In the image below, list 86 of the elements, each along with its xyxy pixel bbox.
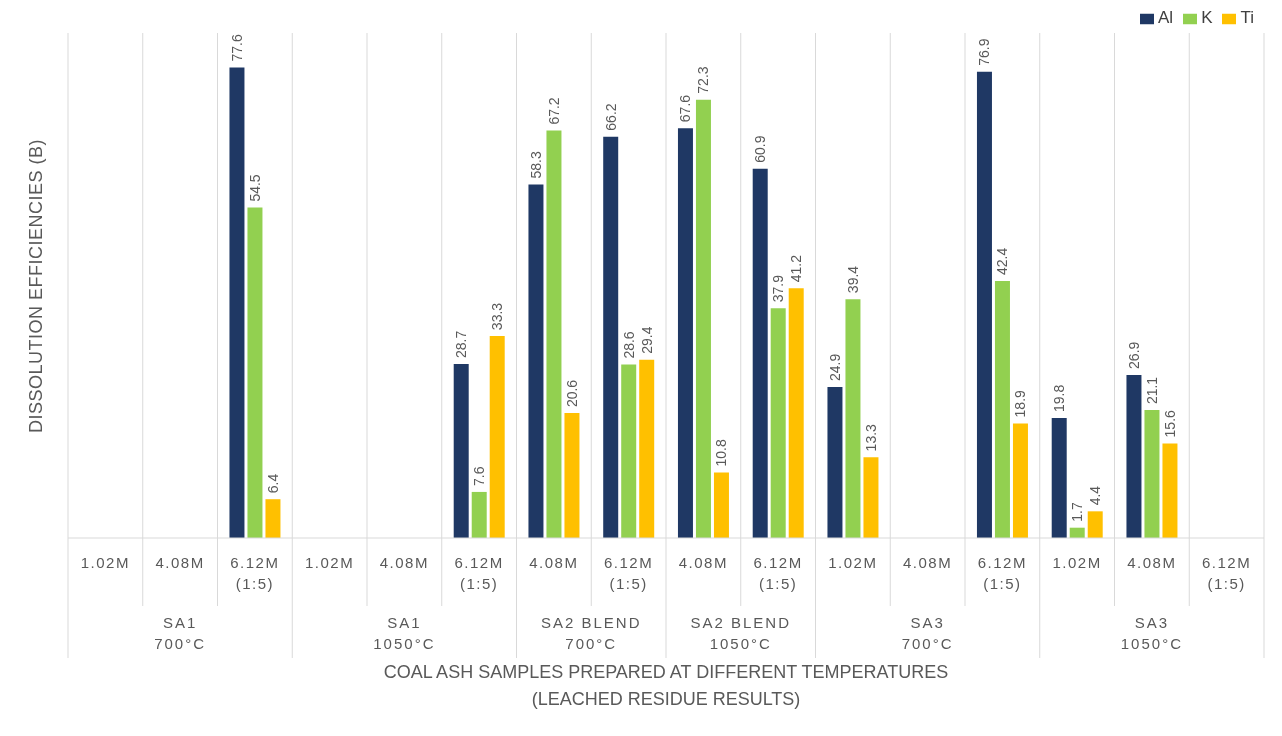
bar xyxy=(621,364,637,538)
bar xyxy=(471,491,487,538)
legend-label: K xyxy=(1201,8,1213,27)
x-tick-label: 4.08M xyxy=(678,554,728,571)
data-label: 1.7 xyxy=(1069,502,1086,522)
data-label: 67.2 xyxy=(545,97,562,125)
bar xyxy=(265,499,281,538)
bar xyxy=(827,387,843,538)
data-label: 7.6 xyxy=(471,466,488,486)
data-label: 39.4 xyxy=(844,265,861,294)
data-label: 28.6 xyxy=(620,331,637,359)
bar xyxy=(788,288,804,538)
bar xyxy=(976,71,992,538)
bar xyxy=(1126,374,1142,538)
data-label: 20.6 xyxy=(563,379,580,408)
bar xyxy=(1012,423,1028,538)
x-tick-label: 1.02M xyxy=(80,554,130,571)
x-tick-label: 4.08M xyxy=(1127,554,1177,571)
data-label: 4.4 xyxy=(1087,485,1104,506)
data-label: 19.8 xyxy=(1051,384,1068,412)
legend-label: Ti xyxy=(1240,8,1254,27)
x-tick-label: 6.12M (1:5) xyxy=(977,554,1027,592)
data-label: 60.9 xyxy=(752,135,769,163)
text: SA1 700°C xyxy=(154,614,207,652)
data-label: 6.4 xyxy=(264,473,281,494)
data-label: 58.3 xyxy=(527,151,544,179)
data-label: 72.3 xyxy=(695,66,712,94)
bar xyxy=(1144,410,1160,538)
bar xyxy=(489,336,505,538)
data-label: 42.4 xyxy=(994,247,1011,275)
bar xyxy=(229,67,245,538)
x-axis-title: COAL ASH SAMPLES PREPARED AT DIFFERENT TEMPERATURES (LEACHED RESIDUE RESULTS) xyxy=(383,662,949,709)
x-tick-label: 4.08M xyxy=(155,554,205,571)
legend-label: Al xyxy=(1158,8,1174,27)
data-label: 28.7 xyxy=(453,330,470,359)
data-label: 76.9 xyxy=(976,38,993,66)
bar xyxy=(677,128,693,538)
data-label: 24.9 xyxy=(826,353,843,382)
data-label: 21.1 xyxy=(1143,376,1160,405)
data-label: 13.3 xyxy=(862,423,879,452)
data-label: 37.9 xyxy=(770,274,787,303)
x-tick-label: 1.02M xyxy=(1052,554,1102,571)
y-axis-title: DISSOLUTION EFFICIENCIES (B) xyxy=(25,138,47,433)
x-tick-label: 4.08M xyxy=(529,554,579,571)
bar xyxy=(639,359,655,538)
data-label: 66.2 xyxy=(602,103,619,131)
bar xyxy=(770,308,786,538)
text: SA3 700°C xyxy=(901,614,954,652)
bar xyxy=(1162,443,1178,538)
bar xyxy=(603,136,619,538)
bar xyxy=(564,413,580,538)
bar xyxy=(695,99,711,538)
x-tick-label: 4.08M xyxy=(379,554,429,571)
bar xyxy=(247,207,263,538)
x-tick-label: 6.12M (1:5) xyxy=(230,554,280,592)
bar xyxy=(994,280,1010,538)
bar xyxy=(546,130,562,538)
data-label: 18.9 xyxy=(1012,389,1029,418)
data-label: 33.3 xyxy=(489,302,506,331)
x-tick-label: 1.02M xyxy=(828,554,878,571)
text: SA2 BLEND 1050°C xyxy=(690,614,792,652)
text: SA3 1050°C xyxy=(1120,614,1183,652)
x-tick-label: 6.12M (1:5) xyxy=(1202,554,1252,592)
x-tick-label: 6.12M (1:5) xyxy=(454,554,504,592)
text: SA2 BLEND 700°C xyxy=(540,614,642,652)
data-label: 54.5 xyxy=(246,174,263,202)
data-label: 67.6 xyxy=(677,94,694,123)
bar xyxy=(713,472,729,538)
bar xyxy=(863,457,879,538)
x-tick-label: 1.02M xyxy=(305,554,355,571)
data-label: 41.2 xyxy=(788,254,805,283)
x-tick-label: 6.12M (1:5) xyxy=(604,554,654,592)
text: SA1 1050°C xyxy=(373,614,436,652)
data-label: 77.6 xyxy=(228,34,245,62)
data-label: 26.9 xyxy=(1125,341,1142,369)
bar xyxy=(528,184,544,538)
bar xyxy=(1087,511,1103,538)
data-label: 29.4 xyxy=(638,326,655,354)
x-tick-label: 6.12M (1:5) xyxy=(753,554,803,592)
data-label: 10.8 xyxy=(713,439,730,467)
x-tick-label: 4.08M xyxy=(903,554,953,571)
bar xyxy=(752,168,768,538)
bar xyxy=(1051,417,1067,538)
bar xyxy=(453,364,469,538)
bar xyxy=(845,299,861,538)
data-label: 15.6 xyxy=(1161,409,1178,438)
